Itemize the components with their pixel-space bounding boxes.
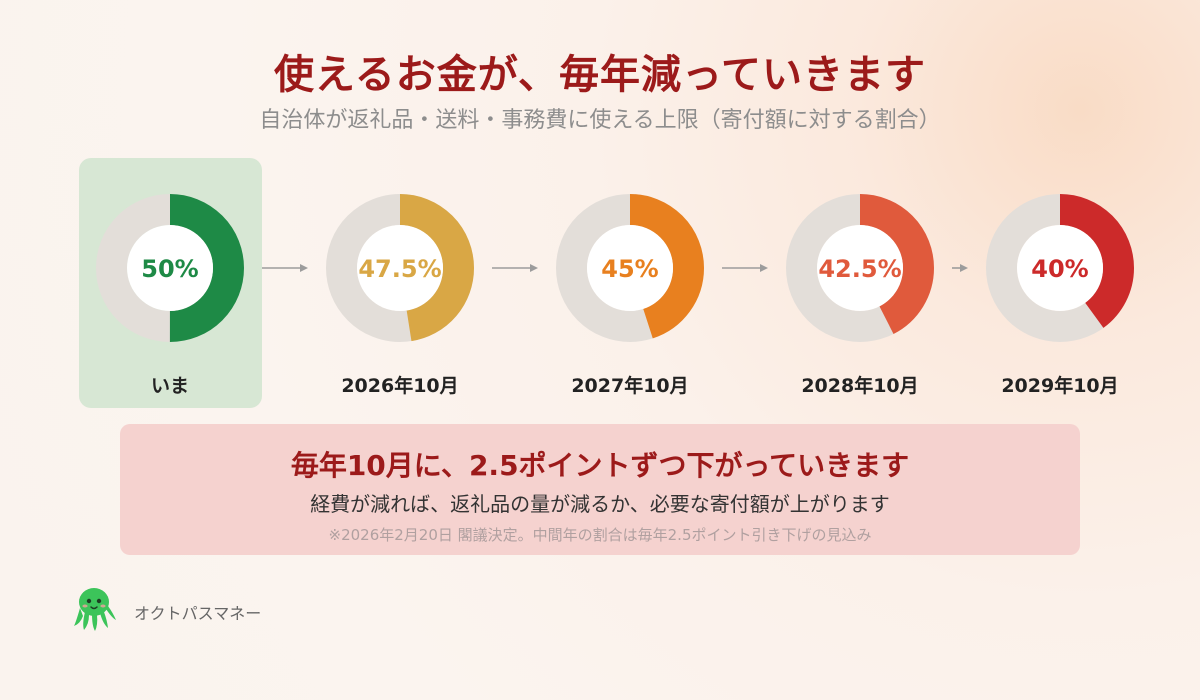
donut-center (127, 225, 213, 311)
donut-center (817, 225, 903, 311)
donut-category-label: 2029年10月 (1001, 374, 1118, 397)
donut-value-arc (786, 194, 934, 342)
callout-body: 経費が減れば、返礼品の量が減るか、必要な寄付額が上がります (310, 492, 890, 516)
page-subtitle: 自治体が返礼品・送料・事務費に使える上限（寄付額に対する割合） (259, 108, 941, 133)
callout-box: 毎年10月に、2.5ポイントずつ下がっていきます 経費が減れば、返礼品の量が減る… (120, 424, 1080, 555)
donut-value-arc (986, 194, 1134, 342)
arrow-head-icon (760, 264, 768, 272)
arrow-head-icon (960, 264, 968, 272)
arrow-head-icon (300, 264, 308, 272)
donut-category-label: 2026年10月 (341, 374, 458, 397)
donut-center (357, 225, 443, 311)
octopus-mascot-icon (74, 588, 116, 631)
donut-center (1017, 225, 1103, 311)
donut-value-label: 42.5% (818, 255, 901, 283)
donut-value-label: 50% (141, 255, 198, 283)
donut-category-label: 2028年10月 (801, 374, 918, 397)
donut-center (587, 225, 673, 311)
brand-name: オクトパスマネー (134, 604, 262, 623)
donut-value-label: 40% (1031, 255, 1088, 283)
arrow-head-icon (530, 264, 538, 272)
donut-category-label: 2027年10月 (571, 374, 688, 397)
donut-category-label: いま (151, 375, 189, 397)
donut-value-arc (326, 194, 474, 342)
donut-value-label: 45% (601, 255, 658, 283)
callout-headline: 毎年10月に、2.5ポイントずつ下がっていきます (290, 449, 910, 482)
donut-value-arc (96, 194, 244, 342)
callout-note: ※2026年2月20日 閣議決定。中間年の割合は毎年2.5ポイント引き下げの見込… (328, 526, 872, 544)
page-title: 使えるお金が、毎年減っていきます (274, 52, 926, 98)
donut-value-arc (556, 194, 704, 342)
donut-chart: 50% いま 47.5% 2026年10月 45% 2027年10月 42.5% 2028年1… (96, 194, 1134, 397)
donut-value-label: 47.5% (358, 255, 441, 283)
